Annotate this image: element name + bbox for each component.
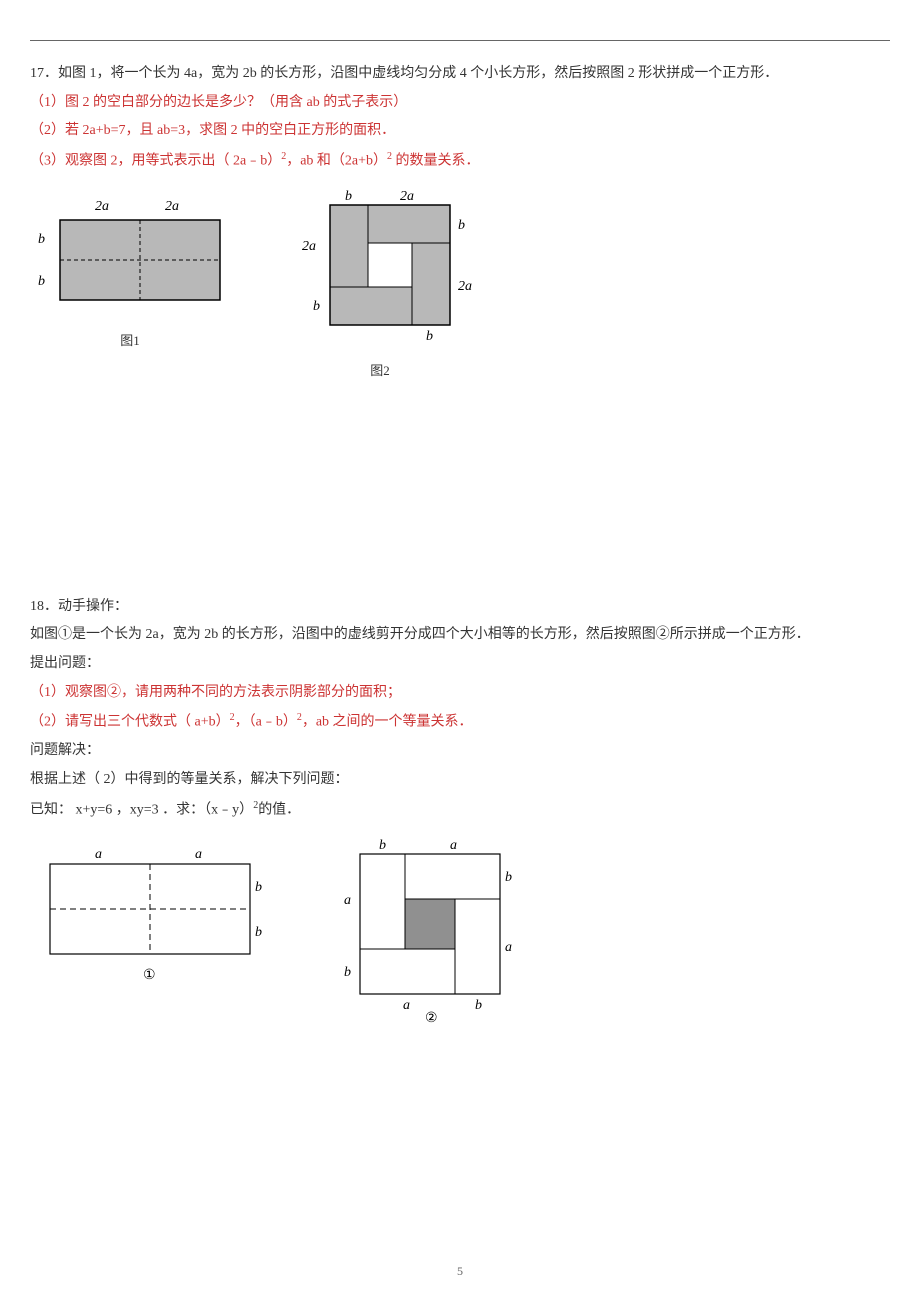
p18-solve-h: 问题解决： (30, 738, 890, 765)
p18-h2: 如图①是一个长为 2a，宽为 2b 的长方形，沿图中的虚线剪开分成四个大小相等的… (30, 622, 890, 649)
svg-text:a: a (505, 940, 512, 955)
svg-text:b: b (505, 870, 512, 885)
svg-text:2a: 2a (302, 239, 316, 254)
p17-fig1: 2a 2a b b 图1 (30, 185, 230, 384)
svg-text:2a: 2a (95, 199, 109, 214)
svg-text:②: ② (425, 1011, 438, 1024)
p18-q2-prefix: （2）请写出三个代数式（ a+b） (30, 715, 230, 730)
svg-text:b: b (255, 880, 262, 895)
p18-fig2-svg: b a b a a b a b ② (330, 834, 530, 1024)
p17-figures: 2a 2a b b 图1 (30, 185, 890, 384)
svg-text:b: b (344, 965, 351, 980)
p18-q2-suffix: ，ab 之间的一个等量关系． (302, 715, 473, 730)
svg-text:b: b (475, 998, 482, 1013)
p18-fig1: a a b b ① (30, 834, 270, 1024)
svg-text:b: b (38, 232, 45, 247)
svg-text:b: b (38, 274, 45, 289)
p17-q1: （1）图 2 的空白部分的边长是多少？（用含 ab 的式子表示） (30, 90, 890, 117)
spacer (30, 414, 890, 594)
svg-text:a: a (403, 998, 410, 1013)
svg-text:b: b (313, 299, 320, 314)
p18-fig1-svg: a a b b ① (30, 834, 270, 994)
svg-text:a: a (95, 847, 102, 862)
problem-17: 17．如图 1，将一个长为 4a，宽为 2b 的长方形，沿图中虚线均匀分成 4 … (30, 61, 890, 384)
svg-text:2a: 2a (165, 199, 179, 214)
svg-text:b: b (379, 838, 386, 853)
p17-q3: （3）观察图 2，用等式表示出（ 2a﹣b）2，ab 和（2a+b）2 的数量关… (30, 147, 890, 175)
p18-h1: 18．动手操作： (30, 594, 890, 621)
p18-known-prefix: 已知： x+y=6 ，xy=3 ．求：（x﹣y） (30, 802, 253, 817)
p17-q2: （2）若 2a+b=7，且 ab=3，求图 2 中的空白正方形的面积． (30, 118, 890, 145)
p17-header: 17．如图 1，将一个长为 4a，宽为 2b 的长方形，沿图中虚线均匀分成 4 … (30, 61, 890, 88)
svg-text:a: a (195, 847, 202, 862)
svg-text:a: a (450, 838, 457, 853)
p18-known: 已知： x+y=6 ，xy=3 ．求：（x﹣y）2的值． (30, 796, 890, 824)
p17-q3-suffix: 的数量关系． (392, 153, 480, 168)
svg-text:2a: 2a (400, 189, 414, 204)
svg-text:①: ① (143, 968, 156, 983)
page-number: 5 (457, 1260, 463, 1283)
p18-figures: a a b b ① b a b (30, 834, 890, 1024)
svg-text:b: b (345, 189, 352, 204)
p18-q2-mid1: ，（a﹣b） (235, 715, 297, 730)
svg-text:b: b (458, 218, 465, 233)
p17-fig2-label: 图2 (270, 359, 490, 384)
p18-q2: （2）请写出三个代数式（ a+b）2，（a﹣b）2，ab 之间的一个等量关系． (30, 708, 890, 736)
svg-text:2a: 2a (458, 279, 472, 294)
p18-solve-line: 根据上述（ 2）中得到的等量关系，解决下列问题： (30, 767, 890, 794)
p17-q3-prefix: （3）观察图 2，用等式表示出（ 2a﹣b） (30, 153, 281, 168)
p17-fig2: b 2a b 2a b 2a b 图2 (290, 185, 490, 384)
p17-fig1-svg: 2a 2a b b (30, 185, 230, 325)
svg-text:b: b (255, 925, 262, 940)
p17-q3-mid: ，ab 和（2a+b） (286, 153, 387, 168)
p18-fig2: b a b a a b a b ② (330, 834, 530, 1024)
p18-known-suffix: 的值． (258, 802, 300, 817)
p17-fig2-svg: b 2a b 2a b 2a b (290, 185, 490, 355)
svg-text:b: b (426, 329, 433, 344)
p17-fig1-label: 图1 (30, 329, 230, 354)
svg-text:a: a (344, 893, 351, 908)
top-border (30, 40, 890, 41)
p18-q1: （1）观察图②，请用两种不同的方法表示阴影部分的面积； (30, 680, 890, 707)
problem-18: 18．动手操作： 如图①是一个长为 2a，宽为 2b 的长方形，沿图中的虚线剪开… (30, 594, 890, 1024)
p18-h3: 提出问题： (30, 651, 890, 678)
